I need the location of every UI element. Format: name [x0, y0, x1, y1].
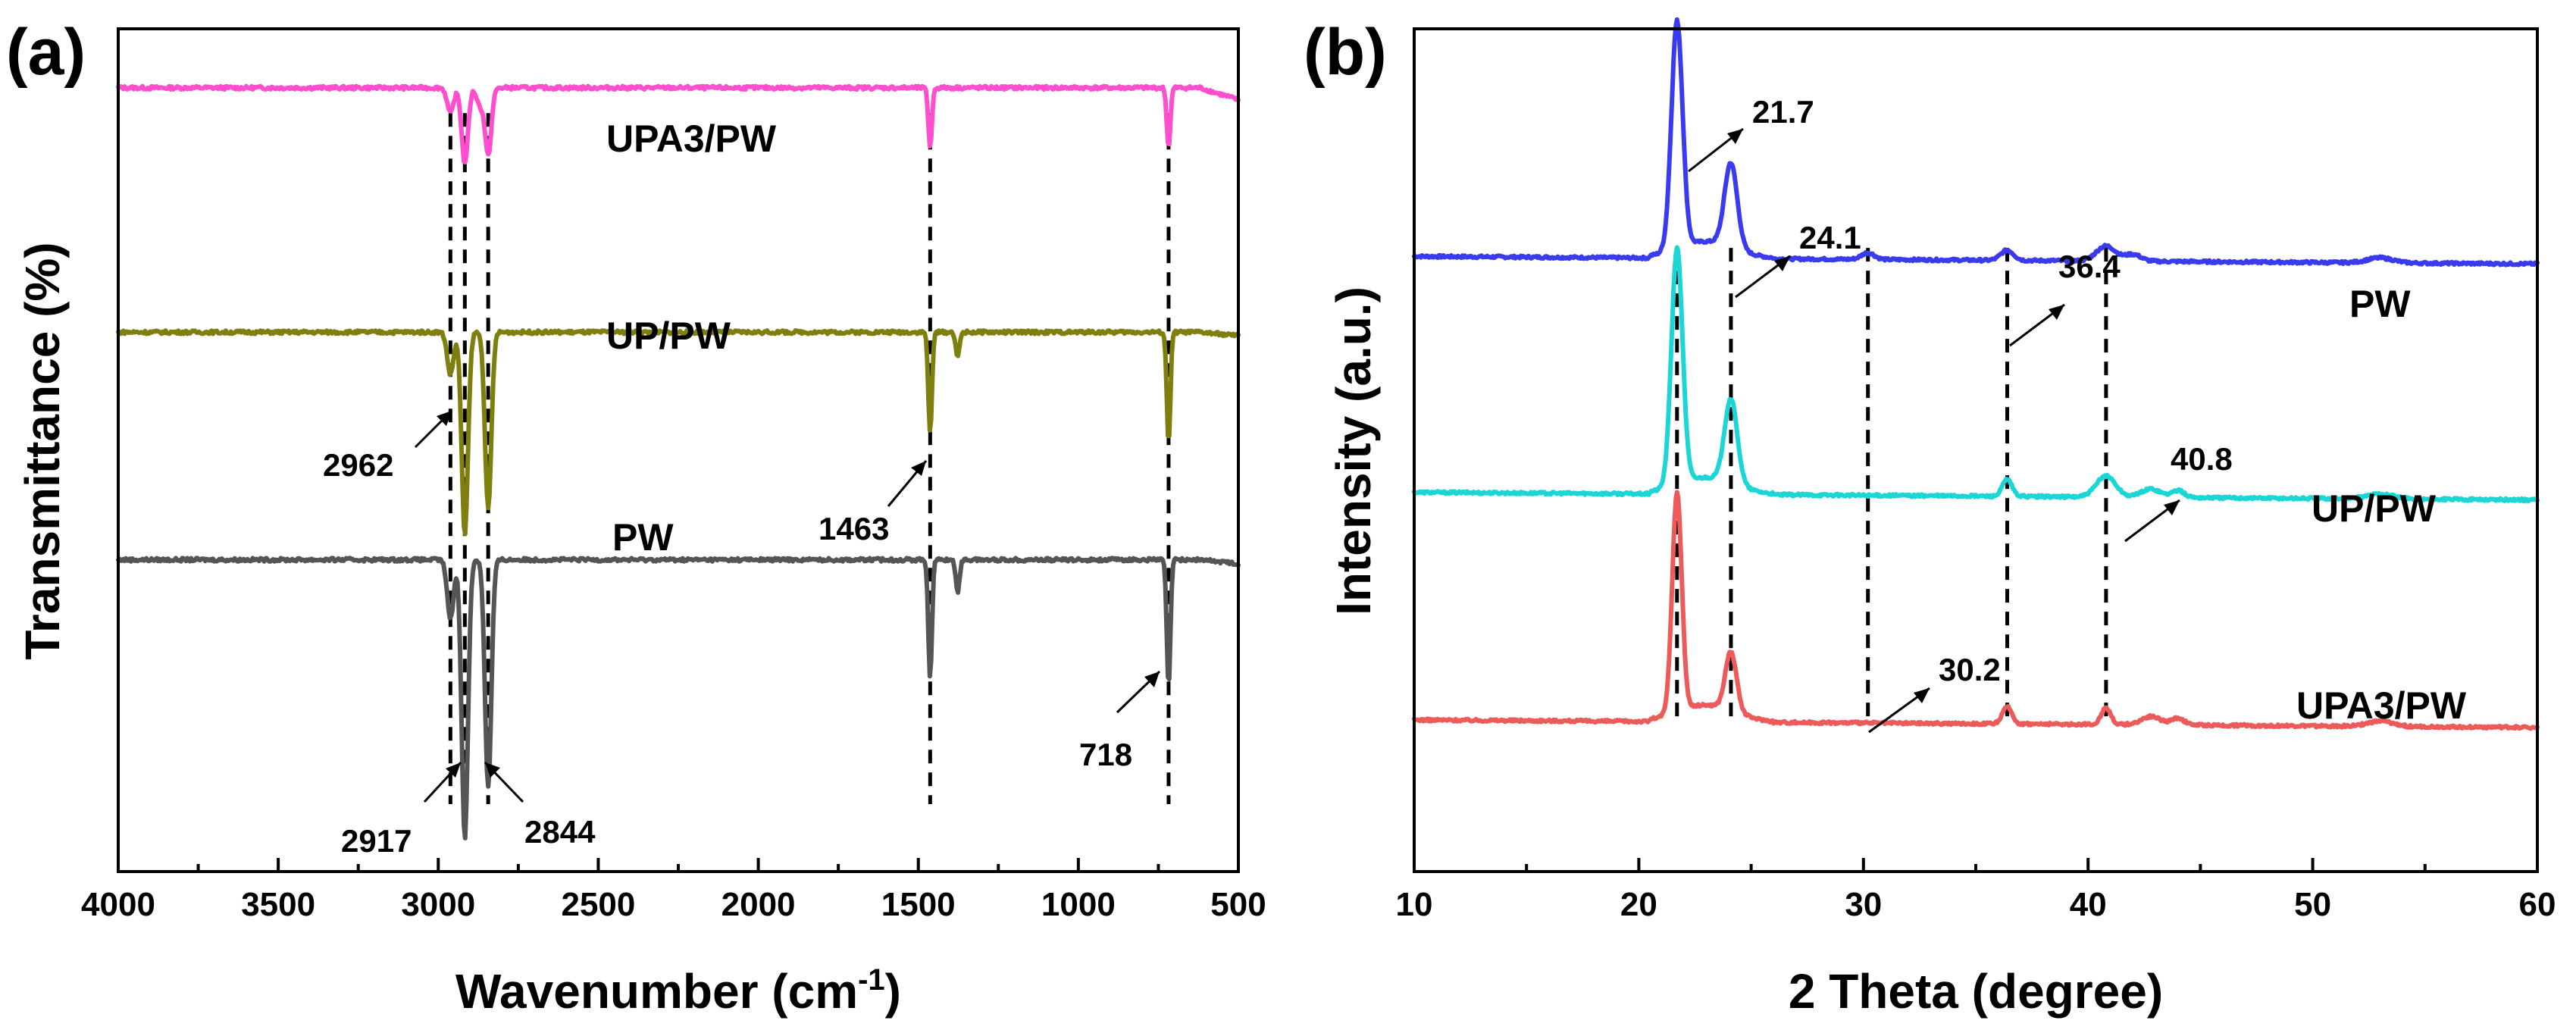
annotation-2844: 2844: [484, 761, 596, 850]
x-tick-label: 20: [1620, 886, 1657, 923]
annotation-text: 2917: [341, 823, 412, 859]
arrowhead: [2164, 500, 2180, 515]
x-tick-label: 50: [2294, 886, 2331, 923]
annotation-text: 2962: [323, 447, 393, 483]
series-line-upa3pw: [1412, 490, 2540, 731]
series-label-pw: PW: [2349, 283, 2411, 325]
annotation-21.7: 21.7: [1688, 94, 1814, 173]
panel-b-xrd-chart: (b) 10 20 30 40 50 60 PW UP/PW UPA3/PW 21.7 2…: [1304, 16, 2556, 1019]
x-tick-label: 30: [1845, 886, 1882, 923]
x-tick-label: 3000: [401, 886, 475, 923]
series-line-pw: [1412, 17, 2540, 268]
panel-b-label: (b): [1304, 16, 1387, 89]
arrowhead: [446, 762, 461, 778]
arrowhead: [1727, 129, 1743, 144]
annotation-718: 718: [1079, 670, 1161, 772]
series-label-upa3pw: UPA3/PW: [606, 117, 777, 160]
series-label-pw: PW: [612, 516, 674, 559]
arrowhead: [485, 762, 500, 778]
x-tick-label: 3500: [241, 886, 315, 923]
panel-a-y-axis-title: Transmittance (%): [15, 242, 70, 659]
panel-b-y-axis-title: Intensity (a.u.): [1326, 286, 1381, 615]
arrowhead: [1914, 688, 1930, 703]
annotation-24.1: 24.1: [1735, 220, 1861, 299]
x-tick-label: 60: [2519, 886, 2556, 923]
annotation-text: 1463: [818, 511, 889, 546]
series-label-uppw: UP/PW: [606, 315, 731, 357]
panel-a-ftir-chart: (a) 4000 3500 3000 2500 2000 1500 1000 500 UPA3…: [6, 16, 1266, 1019]
annotation-40.8: 40.8: [2124, 441, 2233, 543]
x-tick-label: 1500: [881, 886, 956, 923]
annotation-text: 2844: [524, 814, 596, 850]
annotation-text: 36.4: [2058, 249, 2121, 284]
annotation-1463: 1463: [818, 460, 928, 546]
annotation-text: 718: [1079, 737, 1132, 772]
annotation-30.2: 30.2: [1868, 652, 2001, 734]
panel-b-plot-frame: [1413, 27, 2539, 873]
series-line-pw: [116, 556, 1241, 840]
annotation-text: 30.2: [1939, 652, 2001, 687]
x-tick-label: 2000: [721, 886, 796, 923]
series-line-uppw: [1412, 245, 2540, 504]
x-tick-label: 10: [1396, 886, 1433, 923]
arrowhead: [2049, 305, 2064, 320]
arrowhead: [437, 411, 452, 426]
x-tick-label: 1000: [1041, 886, 1116, 923]
series-line-uppw: [116, 328, 1241, 537]
series-line-upa3pw: [116, 83, 1241, 164]
annotation-2962: 2962: [323, 409, 453, 483]
arrowhead: [911, 461, 926, 476]
annotation-text: 40.8: [2171, 441, 2233, 477]
panel-a-x-axis-title: Wavenumber (cm-1): [455, 963, 901, 1019]
series-label-upa3pw: UPA3/PW: [2296, 684, 2467, 727]
arrowhead: [1774, 256, 1790, 271]
x-tick-label: 500: [1210, 886, 1266, 923]
x-tick-label: 4000: [81, 886, 155, 923]
annotation-text: 24.1: [1799, 220, 1861, 255]
annotation-2917: 2917: [341, 761, 462, 859]
x-tick-label: 40: [2070, 886, 2107, 923]
panel-b-x-axis-title: 2 Theta (degree): [1789, 964, 2163, 1019]
annotation-text: 21.7: [1752, 94, 1814, 130]
x-tick-label: 2500: [561, 886, 635, 923]
annotation-36.4: 36.4: [2009, 249, 2121, 347]
series-label-uppw: UP/PW: [2312, 487, 2437, 530]
arrowhead: [1144, 671, 1160, 687]
panel-a-label: (a): [6, 16, 86, 89]
